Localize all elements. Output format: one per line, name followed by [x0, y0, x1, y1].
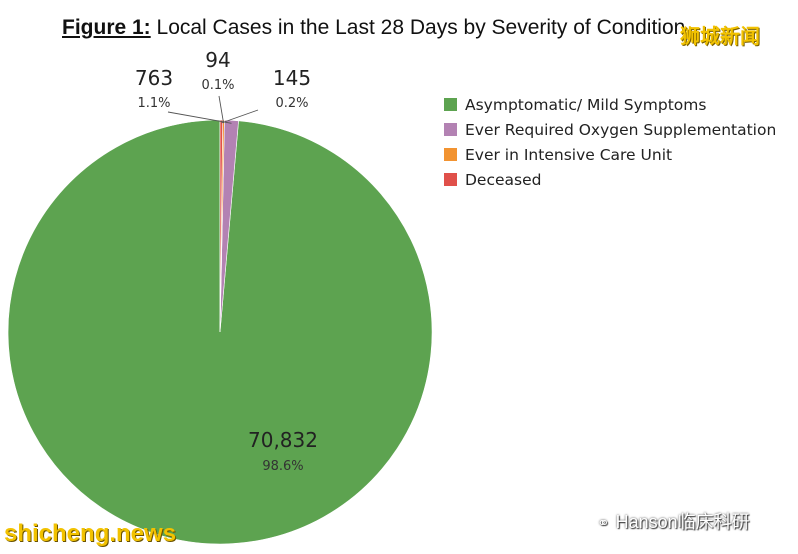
chart-title: Figure 1: Local Cases in the Last 28 Day…	[62, 16, 685, 40]
figure-title-text: Local Cases in the Last 28 Days by Sever…	[150, 16, 686, 39]
data-label-value-oxygen: 763	[135, 66, 173, 90]
data-label-percent-icu: 0.1%	[201, 78, 234, 93]
leader-line-oxygen	[167, 111, 232, 124]
legend-label-oxygen: Ever Required Oxygen Supplementation	[465, 120, 777, 139]
legend-swatch-asymptomatic	[444, 98, 457, 111]
legend-swatch-icu	[444, 148, 457, 161]
legend-swatch-deceased	[444, 173, 457, 186]
legend-item-deceased: Deceased	[444, 167, 776, 192]
figure-label: Figure 1:	[62, 16, 151, 39]
data-labels: 70,832 98.6% 763 1.1% 94 0.1% 145 0.2%	[135, 48, 318, 474]
data-label-value-deceased: 145	[273, 66, 311, 90]
legend-label-asymptomatic: Asymptomatic/ Mild Symptoms	[465, 95, 707, 114]
legend-label-icu: Ever in Intensive Care Unit	[465, 145, 673, 164]
data-label-value-asymptomatic: 70,832	[248, 428, 318, 452]
pie-slices	[7, 119, 433, 545]
leader-line-deceased	[221, 109, 259, 124]
watermark-credit: ⚭ Hanson临床科研	[597, 508, 750, 534]
leader-line-icu	[218, 95, 225, 124]
watermark-top: 狮城新闻	[680, 26, 760, 48]
leader-lines	[167, 95, 259, 124]
legend-item-asymptomatic: Asymptomatic/ Mild Symptoms	[444, 92, 776, 117]
data-label-percent-oxygen: 1.1%	[137, 96, 170, 111]
data-label-value-icu: 94	[205, 48, 230, 72]
watermark-bottom: shicheng.news	[4, 520, 177, 547]
legend-swatch-oxygen	[444, 123, 457, 136]
watermark-credit-text: Hanson临床科研	[615, 512, 750, 532]
legend-item-oxygen: Ever Required Oxygen Supplementation	[444, 117, 776, 142]
data-label-percent-deceased: 0.2%	[275, 96, 308, 111]
legend-label-deceased: Deceased	[465, 170, 542, 189]
wechat-icon: ⚭	[597, 515, 610, 532]
data-label-percent-asymptomatic: 98.6%	[262, 459, 303, 474]
legend-item-icu: Ever in Intensive Care Unit	[444, 142, 776, 167]
chart-legend: Asymptomatic/ Mild Symptoms Ever Require…	[444, 92, 776, 192]
